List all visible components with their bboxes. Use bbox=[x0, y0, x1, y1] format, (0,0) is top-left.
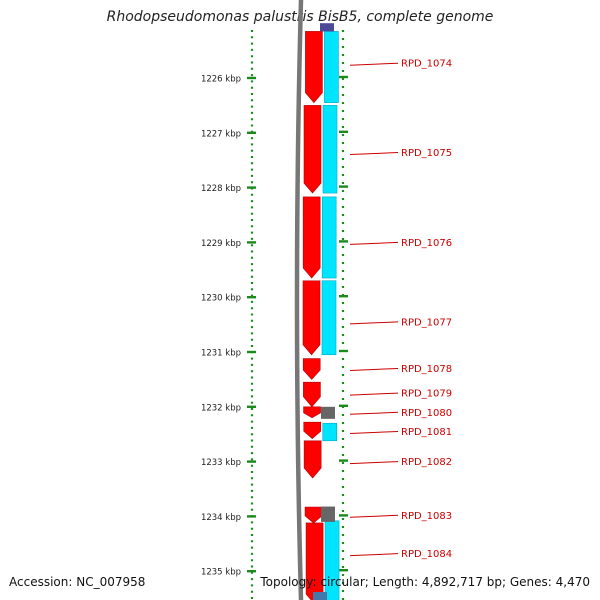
gene-label-leader bbox=[349, 392, 399, 396]
gene-label-leader bbox=[349, 367, 399, 371]
gene-label: RPD_1074 bbox=[401, 59, 452, 70]
forward-cds-feature bbox=[302, 196, 321, 279]
gene-label-leader bbox=[349, 430, 399, 434]
accession-text: Accession: NC_007958 bbox=[9, 575, 146, 589]
gene-label: RPD_1079 bbox=[401, 389, 452, 400]
tick-label: 1226 kbp bbox=[201, 75, 241, 85]
gene-label: RPD_1081 bbox=[401, 427, 452, 438]
gene-label: RPD_1082 bbox=[401, 457, 452, 468]
reverse-cds-feature bbox=[324, 31, 339, 103]
gene-label: RPD_1076 bbox=[401, 238, 452, 249]
topology-text: Topology: circular; Length: 4,892,717 bp… bbox=[260, 575, 590, 589]
gene-label-leader bbox=[349, 553, 399, 557]
gene-label: RPD_1077 bbox=[401, 317, 452, 328]
other-feature bbox=[321, 406, 335, 419]
forward-cds-feature bbox=[303, 381, 321, 408]
forward-cds-feature bbox=[304, 506, 323, 524]
gene-label-leader bbox=[349, 241, 399, 245]
gene-label-leader bbox=[349, 152, 399, 156]
forward-cds-feature bbox=[302, 358, 321, 380]
forward-cds-feature bbox=[303, 105, 322, 194]
gene-label-leader bbox=[349, 321, 399, 325]
tick-label: 1229 kbp bbox=[201, 239, 241, 249]
forward-cds-feature bbox=[303, 406, 321, 419]
tick-label: 1228 kbp bbox=[201, 184, 241, 194]
gene-label-leader bbox=[349, 62, 399, 66]
bottom-partial-feature bbox=[313, 592, 327, 600]
gene-label: RPD_1083 bbox=[401, 511, 452, 522]
tick-label: 1231 kbp bbox=[201, 349, 241, 359]
top-partial-feature bbox=[320, 23, 334, 32]
gene-label-leader bbox=[349, 411, 399, 415]
tick-label: 1233 kbp bbox=[201, 458, 241, 468]
genome-backbone bbox=[294, 0, 304, 600]
tick-label: 1235 kbp bbox=[201, 568, 241, 578]
forward-cds-feature bbox=[305, 31, 323, 104]
gene-label: RPD_1080 bbox=[401, 408, 452, 419]
gene-label: RPD_1075 bbox=[401, 148, 452, 159]
reverse-cds-feature bbox=[322, 422, 338, 442]
gene-label: RPD_1084 bbox=[401, 549, 452, 560]
tick-label: 1227 kbp bbox=[201, 129, 241, 139]
gene-label: RPD_1078 bbox=[401, 364, 452, 375]
tick-label: 1230 kbp bbox=[201, 294, 241, 304]
forward-cds-feature bbox=[303, 440, 322, 479]
tick-label: 1232 kbp bbox=[201, 403, 241, 413]
reverse-cds-feature bbox=[321, 196, 337, 279]
tick-label: 1234 kbp bbox=[201, 513, 241, 523]
reverse-cds-feature bbox=[321, 280, 337, 356]
reverse-cds-feature bbox=[322, 105, 338, 194]
forward-cds-feature bbox=[303, 421, 322, 439]
gene-label-leader bbox=[349, 514, 399, 518]
other-feature bbox=[321, 506, 335, 522]
forward-cds-feature bbox=[302, 280, 321, 356]
gene-label-leader bbox=[349, 461, 399, 465]
